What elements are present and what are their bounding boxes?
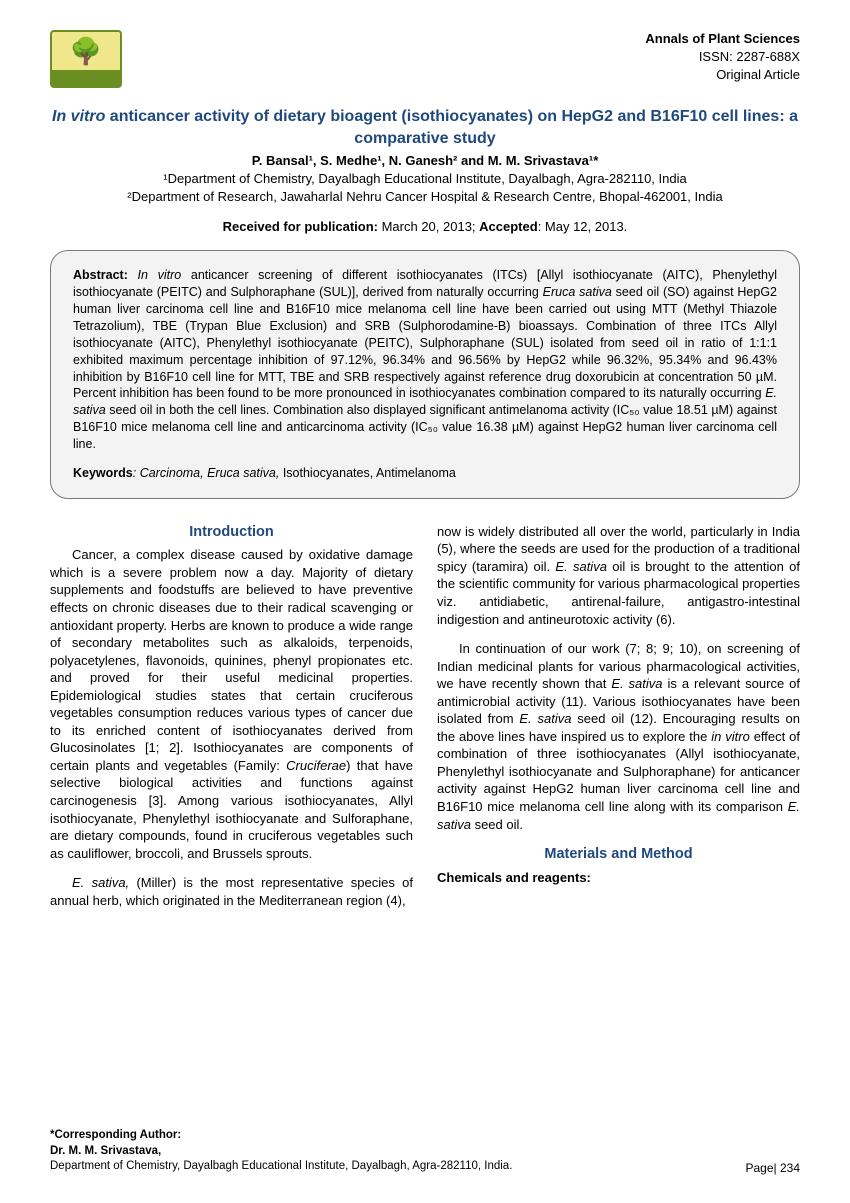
title-prefix: In vitro (52, 108, 105, 125)
col2-paragraph-1: now is widely distributed all over the w… (437, 523, 800, 628)
introduction-heading: Introduction (50, 523, 413, 543)
affiliation-2: ²Department of Research, Jawaharlal Nehr… (50, 188, 800, 206)
intro-paragraph-2: E. sativa, (Miller) is the most represen… (50, 874, 413, 909)
page-number: Page| 234 (746, 1161, 801, 1175)
authors: P. Bansal¹, S. Medhe¹, N. Ganesh² and M.… (50, 153, 800, 168)
corresponding-author-name: Dr. M. M. Srivastava, (50, 1144, 800, 1160)
publication-dates: Received for publication: March 20, 2013… (50, 219, 800, 234)
chemicals-subheading: Chemicals and reagents: (437, 869, 800, 887)
abstract-text: Abstract: In vitro anticancer screening … (73, 267, 777, 453)
received-label: Received for publication: (223, 219, 378, 234)
journal-meta: Annals of Plant Sciences ISSN: 2287-688X… (645, 30, 800, 85)
corresponding-author-label: *Corresponding Author: (50, 1128, 800, 1144)
footer: *Corresponding Author: Dr. M. M. Srivast… (50, 1128, 800, 1175)
accepted-date: : May 12, 2013. (538, 219, 628, 234)
abstract-box: Abstract: In vitro anticancer screening … (50, 250, 800, 499)
article-type: Original Article (645, 66, 800, 84)
journal-logo (50, 30, 122, 88)
accepted-label: Accepted (479, 219, 538, 234)
title-rest: anticancer activity of dietary bioagent … (105, 108, 798, 147)
journal-issn: ISSN: 2287-688X (645, 48, 800, 66)
column-left: Introduction Cancer, a complex disease c… (50, 523, 413, 922)
title-block: In vitro anticancer activity of dietary … (50, 106, 800, 205)
affiliation-1: ¹Department of Chemistry, Dayalbagh Educ… (50, 170, 800, 188)
paper-title: In vitro anticancer activity of dietary … (50, 106, 800, 149)
header-row: Annals of Plant Sciences ISSN: 2287-688X… (50, 30, 800, 88)
column-right: now is widely distributed all over the w… (437, 523, 800, 922)
abstract-label: Abstract: (73, 268, 138, 282)
corresponding-author-address: Department of Chemistry, Dayalbagh Educa… (50, 1159, 800, 1175)
affiliations: ¹Department of Chemistry, Dayalbagh Educ… (50, 170, 800, 205)
materials-method-heading: Materials and Method (437, 845, 800, 865)
body-columns: Introduction Cancer, a complex disease c… (50, 523, 800, 922)
keywords-row: Keywords: Carcinoma, Eruca sativa, Isoth… (73, 465, 777, 482)
intro-paragraph-1: Cancer, a complex disease caused by oxid… (50, 546, 413, 862)
received-date: March 20, 2013; (378, 219, 479, 234)
keywords-label: Keywords (73, 466, 133, 480)
col2-paragraph-2: In continuation of our work (7; 8; 9; 10… (437, 640, 800, 833)
journal-name: Annals of Plant Sciences (645, 30, 800, 48)
